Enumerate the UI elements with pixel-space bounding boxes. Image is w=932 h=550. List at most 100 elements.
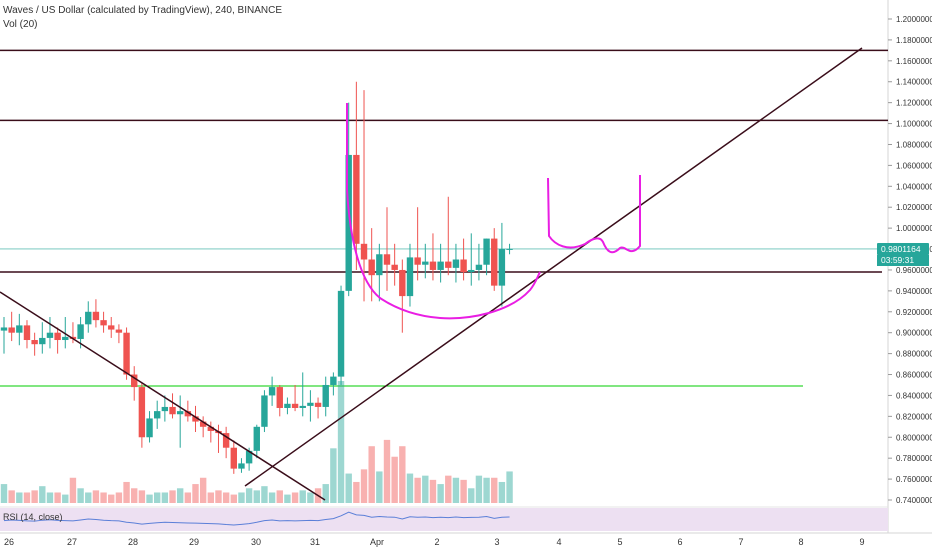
volume-bar [368,446,375,503]
candle-body [391,264,398,270]
candle-body [115,329,123,333]
price-tick-label: 0.8800000 [896,350,932,359]
ascending-trendline [244,47,863,487]
candle-body [253,426,260,451]
descending-trendline [0,291,326,501]
candle-body [483,238,490,265]
volume-bar [161,492,169,503]
volume-bar [337,381,345,503]
candle-body [291,403,299,408]
volume-bar [345,473,352,503]
candle-body [452,259,460,268]
candle-body [414,257,421,265]
volume-bar [376,471,383,503]
candle-body [337,290,345,377]
time-tick-label: 4 [556,537,561,547]
candle-body [314,402,322,407]
volume-bar [399,446,406,503]
candle-body [16,325,23,333]
volume-bar [383,439,391,503]
candle-body [161,406,169,412]
candle-body [62,336,69,341]
candle-body [192,416,199,422]
volume-bar [123,481,130,503]
price-tick-label: 0.9200000 [896,308,932,317]
volume-indicator-label: Vol (20) [3,19,38,30]
volume-bar [276,490,283,503]
time-tick-label: 9 [859,537,864,547]
candle-body [108,325,115,330]
volume-bar [322,484,329,503]
candle-body [399,269,406,297]
candle-body [0,327,8,331]
candle-body [169,406,176,415]
candle-body [406,257,414,297]
candle-body [268,387,276,396]
volume-bar [184,492,192,503]
volume-bar [100,492,107,503]
price-tick-label: 1.1600000 [896,57,932,66]
candle-body [23,325,31,341]
candle-body [261,395,268,427]
volume-bar [414,477,421,503]
price-tick-label: 1.0200000 [896,203,932,212]
volume-bar [77,488,84,503]
time-tick-label: 28 [128,537,138,547]
volume-bar [16,492,23,503]
candle-body [131,374,138,388]
volume-bar [268,492,276,503]
price-tick-label: 0.7600000 [896,475,932,484]
candle-body [468,269,475,273]
time-tick-label: 8 [798,537,803,547]
candle-countdown-label: 03:59:31 [877,254,929,266]
price-tick-label: 0.9000000 [896,329,932,338]
price-tick-label: 1.1400000 [896,78,932,87]
candle-body [506,248,513,250]
candle-body [184,411,192,417]
volume-bar [222,492,230,503]
volume-bar [422,475,429,503]
volume-bar [230,494,237,503]
candle-body [383,254,391,265]
time-tick-label: 3 [494,537,499,547]
price-tick-label: 1.1800000 [896,36,932,45]
price-tick-label: 1.0600000 [896,161,932,170]
time-tick-label: 26 [4,537,14,547]
volume-bar [460,479,467,503]
rsi-indicator-label: RSI (14, close) [3,512,63,522]
candle-body [176,411,184,415]
price-tick-label: 0.8000000 [896,433,932,442]
candle-body [230,447,237,469]
volume-bar [23,492,31,503]
candle-body [345,154,352,291]
volume-bar [299,490,306,503]
time-tick-label: 31 [310,537,320,547]
volume-bar [169,490,176,503]
candle-body [376,254,383,276]
volume-bar [406,473,414,503]
volume-bar [391,456,398,503]
volume-bar [176,488,184,503]
time-tick-label: 7 [738,537,743,547]
price-tick-label: 0.9400000 [896,287,932,296]
volume-bar [199,477,207,503]
price-tick-label: 1.0000000 [896,224,932,233]
rsi-line [3,511,510,526]
time-tick-label: 2 [434,537,439,547]
candle-body [475,264,483,270]
candle-body [498,249,506,286]
candle-body [299,405,306,408]
candle-body [368,259,375,276]
volume-bar [46,492,54,503]
volume-bar [498,481,506,503]
volume-bar [468,488,475,503]
candle-body [284,403,291,408]
candle-body [429,261,437,270]
volume-bar [8,490,15,503]
price-tick-label: 0.8600000 [896,371,932,380]
volume-bar [131,488,138,503]
candle-body [46,332,54,338]
volume-bar [491,477,498,503]
price-tick-label: 0.9600000 [896,266,932,275]
